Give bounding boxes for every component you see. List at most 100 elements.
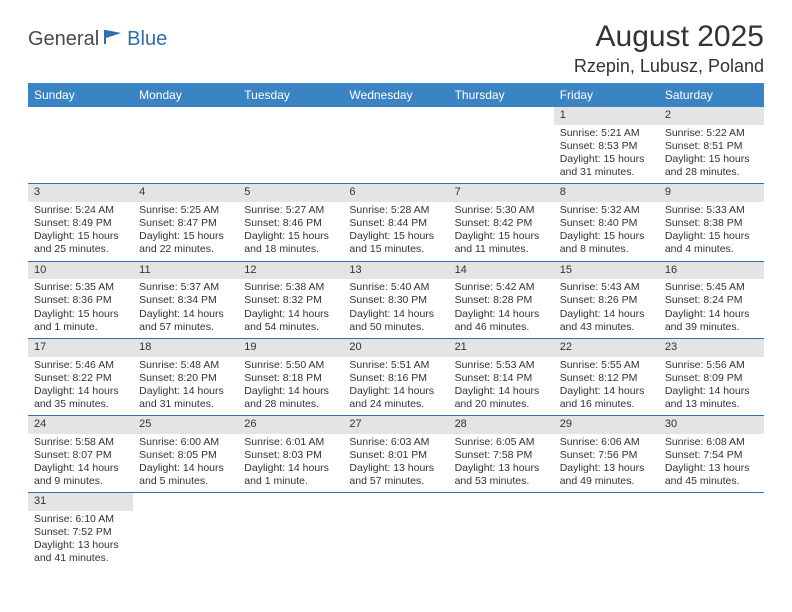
- day-number-cell: 1: [554, 107, 659, 125]
- day-number-cell: 11: [133, 261, 238, 279]
- daylight-text: Daylight: 14 hours and 9 minutes.: [34, 462, 127, 488]
- weekday-header: Sunday: [28, 83, 133, 107]
- sunset-text: Sunset: 8:24 PM: [665, 294, 758, 307]
- day-number-cell: 3: [28, 184, 133, 202]
- day-number-cell: 28: [449, 416, 554, 434]
- day-number-cell: 15: [554, 261, 659, 279]
- daylight-text: Daylight: 13 hours and 41 minutes.: [34, 539, 127, 565]
- day-content-cell: Sunrise: 5:40 AMSunset: 8:30 PMDaylight:…: [343, 279, 448, 338]
- day-number-cell: 20: [343, 338, 448, 356]
- day-content-cell: Sunrise: 6:08 AMSunset: 7:54 PMDaylight:…: [659, 434, 764, 493]
- sunset-text: Sunset: 8:18 PM: [244, 372, 337, 385]
- day-content-cell: Sunrise: 5:27 AMSunset: 8:46 PMDaylight:…: [238, 202, 343, 261]
- daylight-text: Daylight: 15 hours and 31 minutes.: [560, 153, 653, 179]
- sunset-text: Sunset: 8:12 PM: [560, 372, 653, 385]
- day-content-row: Sunrise: 5:58 AMSunset: 8:07 PMDaylight:…: [28, 434, 764, 493]
- sunrise-text: Sunrise: 5:35 AM: [34, 281, 127, 294]
- sunset-text: Sunset: 8:26 PM: [560, 294, 653, 307]
- daylight-text: Daylight: 14 hours and 16 minutes.: [560, 385, 653, 411]
- daylight-text: Daylight: 14 hours and 13 minutes.: [665, 385, 758, 411]
- sunset-text: Sunset: 8:32 PM: [244, 294, 337, 307]
- location: Rzepin, Lubusz, Poland: [574, 56, 764, 77]
- daylight-text: Daylight: 15 hours and 1 minute.: [34, 308, 127, 334]
- day-number-cell: [659, 493, 764, 511]
- day-number-cell: 30: [659, 416, 764, 434]
- day-content-cell: Sunrise: 5:38 AMSunset: 8:32 PMDaylight:…: [238, 279, 343, 338]
- sunrise-text: Sunrise: 6:10 AM: [34, 513, 127, 526]
- day-content-cell: [343, 511, 448, 570]
- day-content-cell: Sunrise: 5:32 AMSunset: 8:40 PMDaylight:…: [554, 202, 659, 261]
- sunset-text: Sunset: 8:16 PM: [349, 372, 442, 385]
- day-number-row: 17181920212223: [28, 338, 764, 356]
- sunset-text: Sunset: 8:49 PM: [34, 217, 127, 230]
- calendar-table: Sunday Monday Tuesday Wednesday Thursday…: [28, 83, 764, 570]
- day-content-cell: Sunrise: 5:48 AMSunset: 8:20 PMDaylight:…: [133, 357, 238, 416]
- daylight-text: Daylight: 14 hours and 31 minutes.: [139, 385, 232, 411]
- day-number-cell: 8: [554, 184, 659, 202]
- sunset-text: Sunset: 8:09 PM: [665, 372, 758, 385]
- month-title: August 2025: [574, 20, 764, 54]
- sunset-text: Sunset: 8:44 PM: [349, 217, 442, 230]
- day-number-row: 31: [28, 493, 764, 511]
- sunrise-text: Sunrise: 5:33 AM: [665, 204, 758, 217]
- daylight-text: Daylight: 15 hours and 25 minutes.: [34, 230, 127, 256]
- day-number-cell: [28, 107, 133, 125]
- day-content-cell: [133, 511, 238, 570]
- daylight-text: Daylight: 15 hours and 18 minutes.: [244, 230, 337, 256]
- day-content-cell: Sunrise: 5:50 AMSunset: 8:18 PMDaylight:…: [238, 357, 343, 416]
- day-number-cell: 26: [238, 416, 343, 434]
- sunrise-text: Sunrise: 5:42 AM: [455, 281, 548, 294]
- day-number-cell: 17: [28, 338, 133, 356]
- day-number-cell: 4: [133, 184, 238, 202]
- sunrise-text: Sunrise: 5:50 AM: [244, 359, 337, 372]
- day-content-cell: Sunrise: 5:55 AMSunset: 8:12 PMDaylight:…: [554, 357, 659, 416]
- day-content-cell: [449, 511, 554, 570]
- sunrise-text: Sunrise: 6:01 AM: [244, 436, 337, 449]
- day-content-cell: [449, 125, 554, 184]
- day-content-cell: Sunrise: 6:03 AMSunset: 8:01 PMDaylight:…: [343, 434, 448, 493]
- day-number-cell: 23: [659, 338, 764, 356]
- day-content-cell: Sunrise: 5:24 AMSunset: 8:49 PMDaylight:…: [28, 202, 133, 261]
- day-number-cell: 25: [133, 416, 238, 434]
- sunrise-text: Sunrise: 5:21 AM: [560, 127, 653, 140]
- day-content-cell: Sunrise: 5:45 AMSunset: 8:24 PMDaylight:…: [659, 279, 764, 338]
- sunset-text: Sunset: 8:53 PM: [560, 140, 653, 153]
- daylight-text: Daylight: 14 hours and 35 minutes.: [34, 385, 127, 411]
- daylight-text: Daylight: 14 hours and 46 minutes.: [455, 308, 548, 334]
- day-number-row: 24252627282930: [28, 416, 764, 434]
- sunrise-text: Sunrise: 6:06 AM: [560, 436, 653, 449]
- sunrise-text: Sunrise: 5:45 AM: [665, 281, 758, 294]
- logo-text-blue: Blue: [127, 28, 167, 51]
- day-number-cell: 9: [659, 184, 764, 202]
- daylight-text: Daylight: 14 hours and 1 minute.: [244, 462, 337, 488]
- daylight-text: Daylight: 14 hours and 54 minutes.: [244, 308, 337, 334]
- day-content-cell: Sunrise: 6:01 AMSunset: 8:03 PMDaylight:…: [238, 434, 343, 493]
- day-number-cell: 29: [554, 416, 659, 434]
- daylight-text: Daylight: 15 hours and 4 minutes.: [665, 230, 758, 256]
- sunset-text: Sunset: 8:46 PM: [244, 217, 337, 230]
- day-content-cell: Sunrise: 6:10 AMSunset: 7:52 PMDaylight:…: [28, 511, 133, 570]
- daylight-text: Daylight: 15 hours and 11 minutes.: [455, 230, 548, 256]
- daylight-text: Daylight: 13 hours and 57 minutes.: [349, 462, 442, 488]
- sunrise-text: Sunrise: 6:00 AM: [139, 436, 232, 449]
- day-content-cell: [343, 125, 448, 184]
- sunset-text: Sunset: 8:34 PM: [139, 294, 232, 307]
- day-number-cell: 18: [133, 338, 238, 356]
- daylight-text: Daylight: 13 hours and 45 minutes.: [665, 462, 758, 488]
- page: General Blue August 2025 Rzepin, Lubusz,…: [0, 0, 792, 590]
- sunrise-text: Sunrise: 5:43 AM: [560, 281, 653, 294]
- day-number-row: 3456789: [28, 184, 764, 202]
- daylight-text: Daylight: 13 hours and 49 minutes.: [560, 462, 653, 488]
- sunrise-text: Sunrise: 5:32 AM: [560, 204, 653, 217]
- sunrise-text: Sunrise: 5:27 AM: [244, 204, 337, 217]
- day-content-cell: Sunrise: 5:33 AMSunset: 8:38 PMDaylight:…: [659, 202, 764, 261]
- day-number-cell: [449, 493, 554, 511]
- day-number-cell: [133, 493, 238, 511]
- sunset-text: Sunset: 8:05 PM: [139, 449, 232, 462]
- day-number-cell: 14: [449, 261, 554, 279]
- day-content-row: Sunrise: 5:46 AMSunset: 8:22 PMDaylight:…: [28, 357, 764, 416]
- sunset-text: Sunset: 8:22 PM: [34, 372, 127, 385]
- daylight-text: Daylight: 14 hours and 20 minutes.: [455, 385, 548, 411]
- day-content-cell: Sunrise: 6:06 AMSunset: 7:56 PMDaylight:…: [554, 434, 659, 493]
- sunset-text: Sunset: 8:36 PM: [34, 294, 127, 307]
